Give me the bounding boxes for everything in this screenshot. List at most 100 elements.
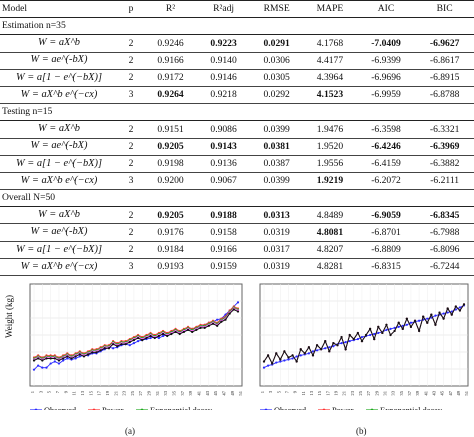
header-7: BIC — [415, 0, 474, 19]
x-tick-label: 19 — [333, 390, 338, 395]
data-point — [418, 319, 421, 322]
table-row: W = aX^b 2 0.9151 0.9086 0.0399 1.9476 -6.3598… — [0, 120, 474, 139]
table-row: W = aX^b 2 0.9246 0.9223 0.0291 4.1768 -7.0409… — [0, 34, 474, 53]
data-point — [103, 347, 106, 350]
param-count: 2 — [118, 223, 144, 242]
legend-label: Exponential decay — [380, 406, 443, 410]
cell-r2adj: 0.9140 — [197, 52, 251, 70]
data-point — [377, 331, 380, 335]
data-point — [275, 361, 278, 364]
data-point — [332, 342, 335, 345]
data-point — [149, 336, 152, 340]
data-point — [57, 362, 61, 365]
data-point — [128, 341, 131, 344]
cell-bic: -6.3882 — [415, 155, 474, 173]
table-row: W = ae^(-bX) 2 0.9205 0.9143 0.0381 1.9520 -6.… — [0, 138, 474, 156]
data-point — [203, 326, 206, 329]
data-point — [352, 337, 355, 341]
x-tick-label: 9 — [293, 390, 298, 393]
param-count: 2 — [118, 206, 144, 225]
cell-r2adj: 0.9159 — [197, 258, 251, 277]
cell-r2adj: 0.9166 — [197, 241, 251, 259]
data-point — [446, 311, 449, 314]
x-tick-label: 29 — [147, 390, 152, 395]
data-point — [287, 356, 290, 359]
model-formula: W = ae^(-bX) — [0, 52, 118, 70]
x-tick-label: 17 — [325, 390, 330, 395]
x-tick-label: 51 — [238, 390, 243, 395]
data-point — [78, 355, 81, 358]
x-tick-label: 29 — [374, 390, 379, 395]
header-6: AIC — [356, 0, 416, 19]
x-tick-label: 1 — [30, 390, 35, 393]
cell-bic: -6.7988 — [415, 223, 474, 242]
model-formula: W = aX^b e^(−cx) — [0, 172, 118, 191]
x-tick-label: 19 — [105, 390, 110, 395]
legend-label: Observed — [44, 406, 77, 410]
data-point — [295, 360, 298, 363]
header-3: R²adj — [197, 0, 251, 19]
table-row: W = aX^b e^(−cx) 3 0.9264 0.9218 0.0292 4.152… — [0, 86, 474, 105]
param-count: 2 — [118, 69, 144, 87]
cell-rmse: 0.0399 — [250, 172, 304, 191]
data-point — [315, 344, 319, 347]
data-point — [136, 336, 140, 340]
data-point — [385, 323, 388, 326]
table-row: W = ae^(-bX) 2 0.9176 0.9158 0.0319 4.8081 -6.… — [0, 223, 474, 242]
data-point — [377, 325, 380, 328]
data-point — [405, 323, 408, 326]
data-point — [161, 332, 165, 336]
model-formula: W = a[1 − e^(−bX)] — [0, 69, 118, 87]
data-point — [434, 323, 437, 326]
data-point — [174, 330, 177, 334]
legend-label: Exponential decay — [150, 406, 213, 410]
data-point — [49, 362, 52, 365]
x-tick-label: 13 — [80, 390, 85, 395]
cell-bic: -6.8345 — [415, 206, 474, 225]
data-point — [360, 340, 364, 343]
data-point — [145, 336, 148, 340]
data-point — [373, 337, 376, 341]
data-point — [266, 364, 270, 367]
data-point — [70, 357, 73, 360]
table-row: W = aX^b e^(−cx) 3 0.9200 0.9067 0.0399 1.921… — [0, 172, 474, 191]
x-tick-label: 21 — [342, 390, 347, 395]
data-point — [37, 357, 40, 360]
data-point — [287, 358, 290, 361]
cell-mape: 1.9476 — [303, 120, 357, 139]
data-point — [91, 351, 94, 354]
cell-aic: -6.8315 — [356, 258, 416, 277]
data-point — [211, 322, 215, 325]
data-point — [454, 305, 457, 308]
x-tick-label: 21 — [113, 390, 118, 395]
cell-r2adj: 0.9223 — [197, 34, 251, 53]
model-formula: W = ae^(-bX) — [0, 138, 118, 156]
cell-rmse: 0.0387 — [250, 155, 304, 173]
x-tick-label: 1 — [260, 390, 265, 393]
cell-r2adj: 0.9143 — [197, 138, 251, 156]
x-tick-label: 7 — [55, 390, 60, 393]
data-point — [236, 301, 240, 304]
param-count: 3 — [118, 86, 144, 105]
data-point — [360, 335, 364, 339]
legend-label: Power — [332, 406, 354, 410]
data-point — [182, 330, 185, 334]
data-point — [124, 343, 127, 346]
data-point — [397, 325, 400, 328]
cell-bic: -6.3321 — [415, 120, 474, 139]
x-tick-label: 27 — [366, 390, 371, 395]
data-point — [66, 355, 69, 358]
cell-r2adj: 0.9086 — [197, 120, 251, 139]
data-point — [369, 327, 372, 330]
data-point — [291, 357, 294, 360]
data-point — [57, 359, 61, 362]
param-count: 2 — [118, 120, 144, 139]
series-line-wood — [263, 304, 465, 365]
x-tick-label: 25 — [130, 390, 135, 395]
x-tick-label: 43 — [431, 390, 436, 395]
cell-aic: -6.9059 — [356, 206, 416, 225]
cell-bic: -6.9627 — [415, 34, 474, 53]
x-tick-label: 11 — [301, 390, 306, 395]
header-0: Model — [0, 0, 118, 19]
data-point — [141, 339, 144, 342]
